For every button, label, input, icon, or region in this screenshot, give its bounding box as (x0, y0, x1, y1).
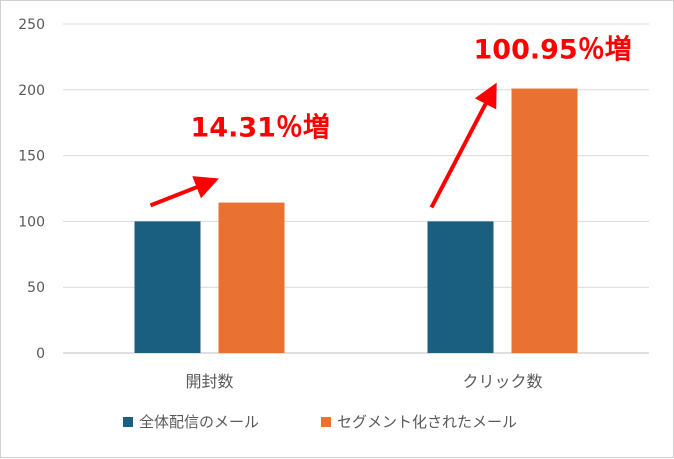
annotations: 14.31％増 100.95％増 (149, 33, 632, 209)
legend-swatch (123, 417, 133, 427)
y-tick-label: 50 (27, 280, 45, 296)
legend-swatch (321, 417, 331, 427)
bar-all-mail (134, 221, 201, 353)
bar-all-mail (427, 221, 494, 353)
y-tick-label: 200 (18, 83, 45, 99)
y-tick-label: 100 (18, 214, 45, 230)
annotation-arrow (429, 82, 497, 209)
annotation-label: 14.31％増 (191, 112, 330, 144)
bar-segmented-mail (511, 88, 578, 353)
legend-label: セグメント化されたメール (337, 413, 517, 431)
bar-segmented-mail (218, 202, 285, 353)
annotation-label: 100.95％増 (474, 33, 632, 65)
annotation-arrow (149, 176, 219, 208)
category-label: クリック数 (462, 372, 542, 391)
bars (134, 88, 578, 353)
category-label: 開封数 (185, 372, 233, 391)
y-tick-label: 250 (18, 17, 45, 33)
legend-label: 全体配信のメール (139, 413, 259, 431)
legend: 全体配信のメール セグメント化されたメール (123, 413, 517, 431)
y-tick-label: 0 (36, 346, 45, 362)
y-tick-label: 150 (18, 149, 45, 165)
y-axis-ticks: 0 50 100 150 200 250 (18, 17, 45, 362)
x-axis-categories: 開封数 クリック数 (185, 372, 542, 391)
